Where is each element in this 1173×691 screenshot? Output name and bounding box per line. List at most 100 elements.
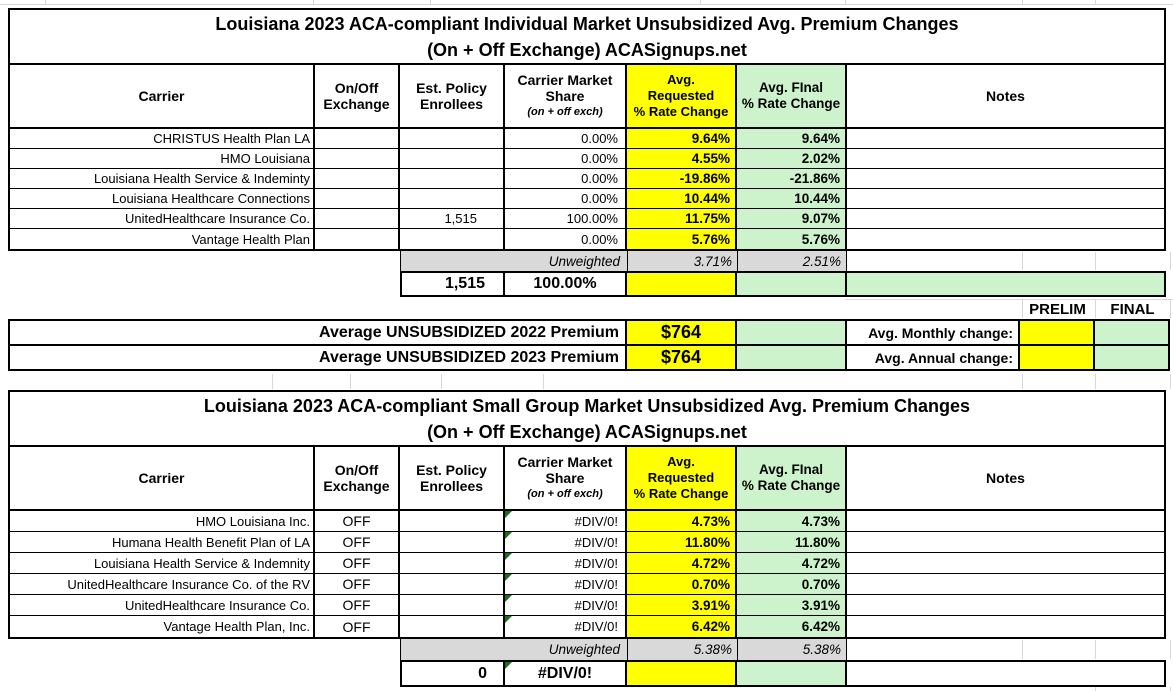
carrier-cell[interactable]: Humana Health Benefit Plan of LA (10, 532, 315, 553)
carrier-cell[interactable]: Louisiana Health Service & Indemnity (10, 553, 315, 574)
requested-rate-cell[interactable]: 4.55% (627, 149, 737, 169)
premium-2023-label[interactable]: Average UNSUBSIDIZED 2023 Premium (10, 346, 627, 369)
final-rate-cell[interactable]: 9.64% (737, 129, 847, 149)
notes-cell[interactable] (847, 169, 1164, 189)
requested-rate-cell[interactable]: 9.64% (627, 129, 737, 149)
premium-2022-label[interactable]: Average UNSUBSIDIZED 2022 Premium (10, 321, 627, 344)
exchange-cell[interactable] (315, 129, 400, 149)
header-carrier[interactable]: Carrier (10, 447, 315, 511)
final-rate-cell[interactable]: 10.44% (737, 189, 847, 209)
header-market-share[interactable]: Carrier Market Share (on + off exch) (505, 447, 627, 511)
prelim-column-label[interactable]: PRELIM (1029, 300, 1086, 318)
total-final-cell[interactable] (737, 273, 847, 295)
requested-rate-cell[interactable]: 4.73% (627, 511, 737, 532)
unweighted-requested-cell[interactable]: 3.71% (627, 251, 737, 271)
enrollees-cell[interactable] (400, 595, 505, 616)
unweighted-final-cell[interactable]: 5.38% (737, 639, 847, 660)
header-exchange[interactable]: On/Off Exchange (315, 447, 400, 511)
carrier-cell[interactable]: Louisiana Health Service & Indeminty (10, 169, 315, 189)
header-market-share[interactable]: Carrier Market Share (on + off exch) (505, 65, 627, 129)
header-requested[interactable]: Avg. Requested % Rate Change (627, 447, 737, 511)
total-notes-cell[interactable] (847, 662, 1164, 685)
header-final[interactable]: Avg. FInal % Rate Change (737, 65, 847, 129)
premium-2023-value[interactable]: $764 (627, 346, 737, 369)
unweighted-label-cell[interactable]: Unweighted (400, 251, 627, 271)
requested-rate-cell[interactable]: 4.72% (627, 553, 737, 574)
enrollees-cell[interactable] (400, 229, 505, 249)
market-share-cell[interactable]: 0.00% (505, 169, 627, 189)
total-final-cell[interactable] (737, 662, 847, 685)
final-column-label[interactable]: FINAL (1110, 300, 1155, 318)
exchange-cell[interactable]: OFF (315, 574, 400, 595)
header-requested[interactable]: Avg. Requested % Rate Change (627, 65, 737, 129)
exchange-cell[interactable] (315, 189, 400, 209)
notes-cell[interactable] (847, 532, 1164, 553)
exchange-cell[interactable] (315, 229, 400, 249)
exchange-cell[interactable] (315, 149, 400, 169)
market-share-cell[interactable]: #DIV/0! (505, 511, 627, 532)
enrollees-cell[interactable] (400, 616, 505, 637)
enrollees-cell[interactable] (400, 511, 505, 532)
premium-2022-final-cell[interactable] (737, 321, 847, 344)
total-enrollees-cell[interactable]: 1,515 (402, 273, 505, 295)
notes-cell[interactable] (847, 229, 1164, 249)
header-enrollees[interactable]: Est. Policy Enrollees (400, 447, 505, 511)
enrollees-cell[interactable] (400, 189, 505, 209)
notes-cell[interactable] (847, 511, 1164, 532)
carrier-cell[interactable]: UnitedHealthcare Insurance Co. of the RV (10, 574, 315, 595)
notes-cell[interactable] (847, 129, 1164, 149)
header-notes[interactable]: Notes (847, 447, 1164, 511)
header-carrier[interactable]: Carrier (10, 65, 315, 129)
requested-rate-cell[interactable]: 10.44% (627, 189, 737, 209)
exchange-cell[interactable]: OFF (315, 595, 400, 616)
notes-cell[interactable] (847, 209, 1164, 229)
unweighted-requested-cell[interactable]: 5.38% (627, 639, 737, 660)
total-notes-cell[interactable] (847, 273, 1164, 295)
notes-cell[interactable] (847, 595, 1164, 616)
unweighted-label-cell[interactable]: Unweighted (400, 639, 627, 660)
exchange-cell[interactable] (315, 209, 400, 229)
total-requested-cell[interactable] (627, 273, 737, 295)
final-rate-cell[interactable]: 0.70% (737, 574, 847, 595)
requested-rate-cell[interactable]: -19.86% (627, 169, 737, 189)
header-final[interactable]: Avg. FInal % Rate Change (737, 447, 847, 511)
premium-2023-final-cell[interactable] (737, 346, 847, 369)
monthly-change-label[interactable]: Avg. Monthly change: (847, 321, 1020, 344)
carrier-cell[interactable]: Louisiana Healthcare Connections (10, 189, 315, 209)
market-share-cell[interactable]: #DIV/0! (505, 574, 627, 595)
market-share-cell[interactable]: #DIV/0! (505, 532, 627, 553)
exchange-cell[interactable]: OFF (315, 616, 400, 637)
market-share-cell[interactable]: #DIV/0! (505, 616, 627, 637)
carrier-cell[interactable]: HMO Louisiana Inc. (10, 511, 315, 532)
notes-cell[interactable] (847, 553, 1164, 574)
market-share-cell[interactable]: 0.00% (505, 149, 627, 169)
requested-rate-cell[interactable]: 6.42% (627, 616, 737, 637)
final-rate-cell[interactable]: 11.80% (737, 532, 847, 553)
monthly-change-final-cell[interactable] (1095, 321, 1168, 344)
enrollees-cell[interactable] (400, 149, 505, 169)
unweighted-final-cell[interactable]: 2.51% (737, 251, 847, 271)
market-share-cell[interactable]: 0.00% (505, 229, 627, 249)
exchange-cell[interactable]: OFF (315, 511, 400, 532)
market-share-cell[interactable]: 0.00% (505, 129, 627, 149)
enrollees-cell[interactable] (400, 553, 505, 574)
enrollees-cell[interactable] (400, 129, 505, 149)
header-enrollees[interactable]: Est. Policy Enrollees (400, 65, 505, 129)
monthly-change-prelim-cell[interactable] (1020, 321, 1095, 344)
total-requested-cell[interactable] (627, 662, 737, 685)
final-rate-cell[interactable]: -21.86% (737, 169, 847, 189)
total-share-cell[interactable]: 100.00% (505, 273, 627, 295)
final-rate-cell[interactable]: 9.07% (737, 209, 847, 229)
enrollees-cell[interactable] (400, 574, 505, 595)
enrollees-cell[interactable] (400, 169, 505, 189)
enrollees-cell[interactable] (400, 532, 505, 553)
header-notes[interactable]: Notes (847, 65, 1164, 129)
exchange-cell[interactable]: OFF (315, 553, 400, 574)
market-share-cell[interactable]: 100.00% (505, 209, 627, 229)
requested-rate-cell[interactable]: 3.91% (627, 595, 737, 616)
final-rate-cell[interactable]: 3.91% (737, 595, 847, 616)
market-share-cell[interactable]: #DIV/0! (505, 553, 627, 574)
market-share-cell[interactable]: #DIV/0! (505, 595, 627, 616)
exchange-cell[interactable]: OFF (315, 532, 400, 553)
total-share-cell[interactable]: #DIV/0! (505, 662, 627, 685)
